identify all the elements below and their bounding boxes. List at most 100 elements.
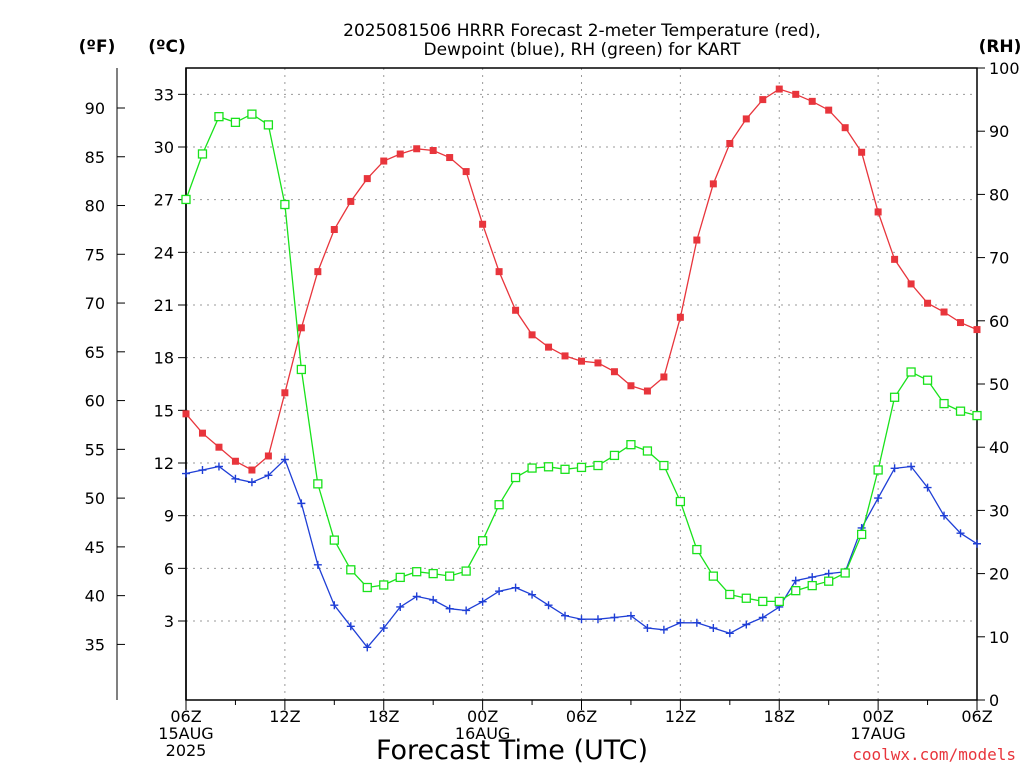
celsius-tick-label: 27 [154, 191, 174, 210]
rh-point [412, 567, 422, 577]
temperature-point [759, 96, 767, 104]
dewpoint-point [907, 462, 916, 471]
rh-point [922, 375, 933, 385]
rh-point [461, 566, 471, 576]
fahrenheit-tick-label: 80 [85, 197, 105, 216]
rh-point [741, 593, 751, 603]
x-tick-label: 12Z [269, 707, 300, 726]
celsius-tick-label: 12 [154, 454, 174, 473]
dewpoint-point [346, 622, 355, 631]
dewpoint-point [973, 539, 981, 548]
x-tick-label: 18Z [764, 707, 795, 726]
rh-unit-label: (RH) [979, 37, 1022, 57]
rh-point [675, 496, 686, 507]
dewpoint-point [495, 587, 504, 596]
dewpoint-point [890, 464, 899, 473]
temperature-point [578, 357, 585, 365]
x-tick-label: 06Z [566, 707, 597, 726]
temperature-point [957, 319, 965, 327]
fahrenheit-unit-label: (ºF) [79, 37, 116, 57]
temperature-point [627, 382, 635, 390]
temperature-point [545, 343, 553, 351]
temperature-point [462, 168, 470, 176]
temperature-point [676, 313, 684, 321]
temperature-point [891, 255, 899, 263]
temperature-point [446, 154, 454, 162]
temperature-point [693, 236, 701, 244]
rh-point [197, 149, 208, 159]
rh-point [395, 572, 405, 583]
dewpoint-point [940, 511, 949, 520]
dewpoint-point [396, 602, 405, 611]
x-tick-label: 00Z [862, 707, 893, 726]
celsius-tick-label: 18 [154, 349, 174, 368]
rh-point [181, 194, 191, 205]
dewpoint-point [429, 595, 438, 604]
temperature-point [297, 324, 305, 332]
celsius-unit-label: (ºC) [148, 37, 186, 57]
dewpoint-point [643, 624, 652, 633]
temperature-point [841, 124, 849, 132]
temperature-point [808, 97, 816, 105]
dewpoint-point [956, 529, 965, 538]
rh-tick-label: 90 [989, 122, 1009, 141]
rh-point [725, 589, 735, 600]
rh-point [906, 367, 916, 377]
dewpoint-point [297, 499, 306, 508]
rh-tick-label: 10 [989, 628, 1009, 647]
rh-point [379, 580, 389, 590]
fahrenheit-tick-label: 50 [85, 489, 105, 508]
rh-series [181, 109, 982, 607]
rh-point [873, 465, 883, 475]
dewpoint-point [791, 576, 800, 585]
dewpoint-point [626, 611, 635, 620]
temperature-point [429, 147, 437, 155]
dewpoint-point [610, 613, 619, 622]
dewpoint-point [280, 455, 289, 464]
temperature-point [924, 299, 932, 307]
rh-point [362, 582, 372, 593]
fahrenheit-tick-label: 70 [85, 294, 105, 313]
fahrenheit-tick-label: 85 [85, 148, 105, 167]
rh-tick-label: 80 [989, 185, 1009, 204]
temperature-point [495, 268, 503, 276]
rh-point [889, 392, 900, 402]
temperature-point [874, 208, 882, 216]
dewpoint-point [742, 620, 751, 629]
rh-tick-label: 0 [989, 691, 999, 710]
rh-point [510, 472, 521, 483]
rh-point [560, 464, 570, 474]
fahrenheit-tick-label: 35 [85, 635, 105, 654]
rh-point [840, 568, 850, 578]
rh-point [346, 565, 356, 575]
rh-point [494, 500, 504, 510]
dewpoint-point [330, 601, 339, 610]
dewpoint-point [692, 618, 701, 627]
dewpoint-point [528, 590, 537, 599]
temperature-point [363, 175, 371, 183]
x-axis-label: Forecast Time (UTC) [376, 735, 648, 766]
dewpoint-point [412, 592, 421, 601]
x-tick-label: 16AUG [455, 724, 510, 743]
dewpoint-point [182, 469, 190, 478]
temperature-point [264, 452, 272, 460]
dewpoint-point [659, 625, 668, 634]
fahrenheit-tick-label: 90 [85, 99, 105, 118]
rh-point [609, 450, 620, 461]
rh-point [692, 544, 702, 555]
dewpoint-point [379, 624, 388, 633]
celsius-tick-label: 24 [154, 243, 174, 262]
dewpoint-point [462, 606, 471, 615]
x-tick-label: 2025 [166, 741, 207, 760]
fahrenheit-tick-label: 40 [85, 587, 105, 606]
temperature-point [330, 226, 338, 234]
temperature-point [792, 90, 800, 98]
temperature-point [380, 157, 388, 165]
temperature-point [742, 115, 750, 123]
chart-subtitle: Dewpoint (blue), RH (green) for KART [423, 40, 741, 60]
rh-point [659, 460, 669, 471]
rh-point [774, 596, 784, 607]
x-tick-label: 17AUG [850, 724, 905, 743]
temperature-point [314, 268, 322, 276]
